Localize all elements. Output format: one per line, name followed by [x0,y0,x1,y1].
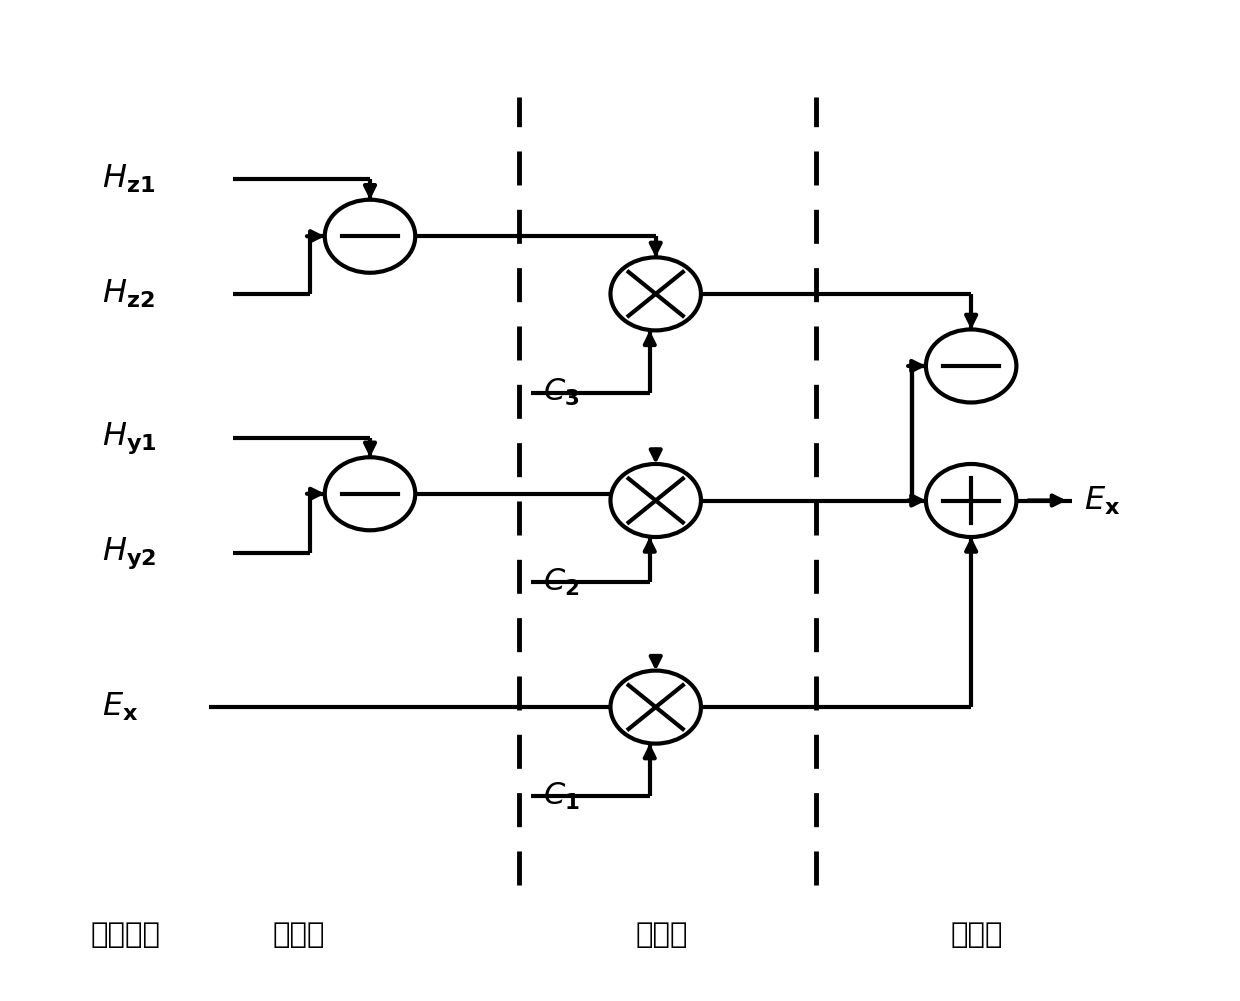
Circle shape [325,200,415,272]
Text: $\mathbf{\mathit{C}_1}$: $\mathbf{\mathit{C}_1}$ [543,781,579,812]
Text: $\mathbf{\mathit{C}_2}$: $\mathbf{\mathit{C}_2}$ [543,567,579,598]
Circle shape [325,457,415,531]
Circle shape [610,464,701,537]
Text: 第二级: 第二级 [635,921,688,949]
Text: $\mathbf{\mathit{H}_{z2}}$: $\mathbf{\mathit{H}_{z2}}$ [102,277,155,310]
Text: 第三级: 第三级 [951,921,1003,949]
Text: 第一级: 第一级 [273,921,325,949]
Text: $\mathbf{\mathit{H}_{z1}}$: $\mathbf{\mathit{H}_{z1}}$ [102,162,155,195]
Circle shape [926,464,1017,537]
Text: $\mathbf{\mathit{H}_{y1}}$: $\mathbf{\mathit{H}_{y1}}$ [102,420,156,455]
Text: $\mathbf{\mathit{E}_x}$: $\mathbf{\mathit{E}_x}$ [102,691,139,724]
Text: $\mathbf{\mathit{E}_x}$: $\mathbf{\mathit{E}_x}$ [1084,484,1121,517]
Circle shape [610,671,701,744]
Text: $\mathbf{\mathit{C}_3}$: $\mathbf{\mathit{C}_3}$ [543,377,579,408]
Circle shape [610,257,701,330]
Text: $\mathbf{\mathit{H}_{y2}}$: $\mathbf{\mathit{H}_{y2}}$ [102,536,156,572]
Circle shape [926,329,1017,402]
Text: 流水级：: 流水级： [91,921,160,949]
